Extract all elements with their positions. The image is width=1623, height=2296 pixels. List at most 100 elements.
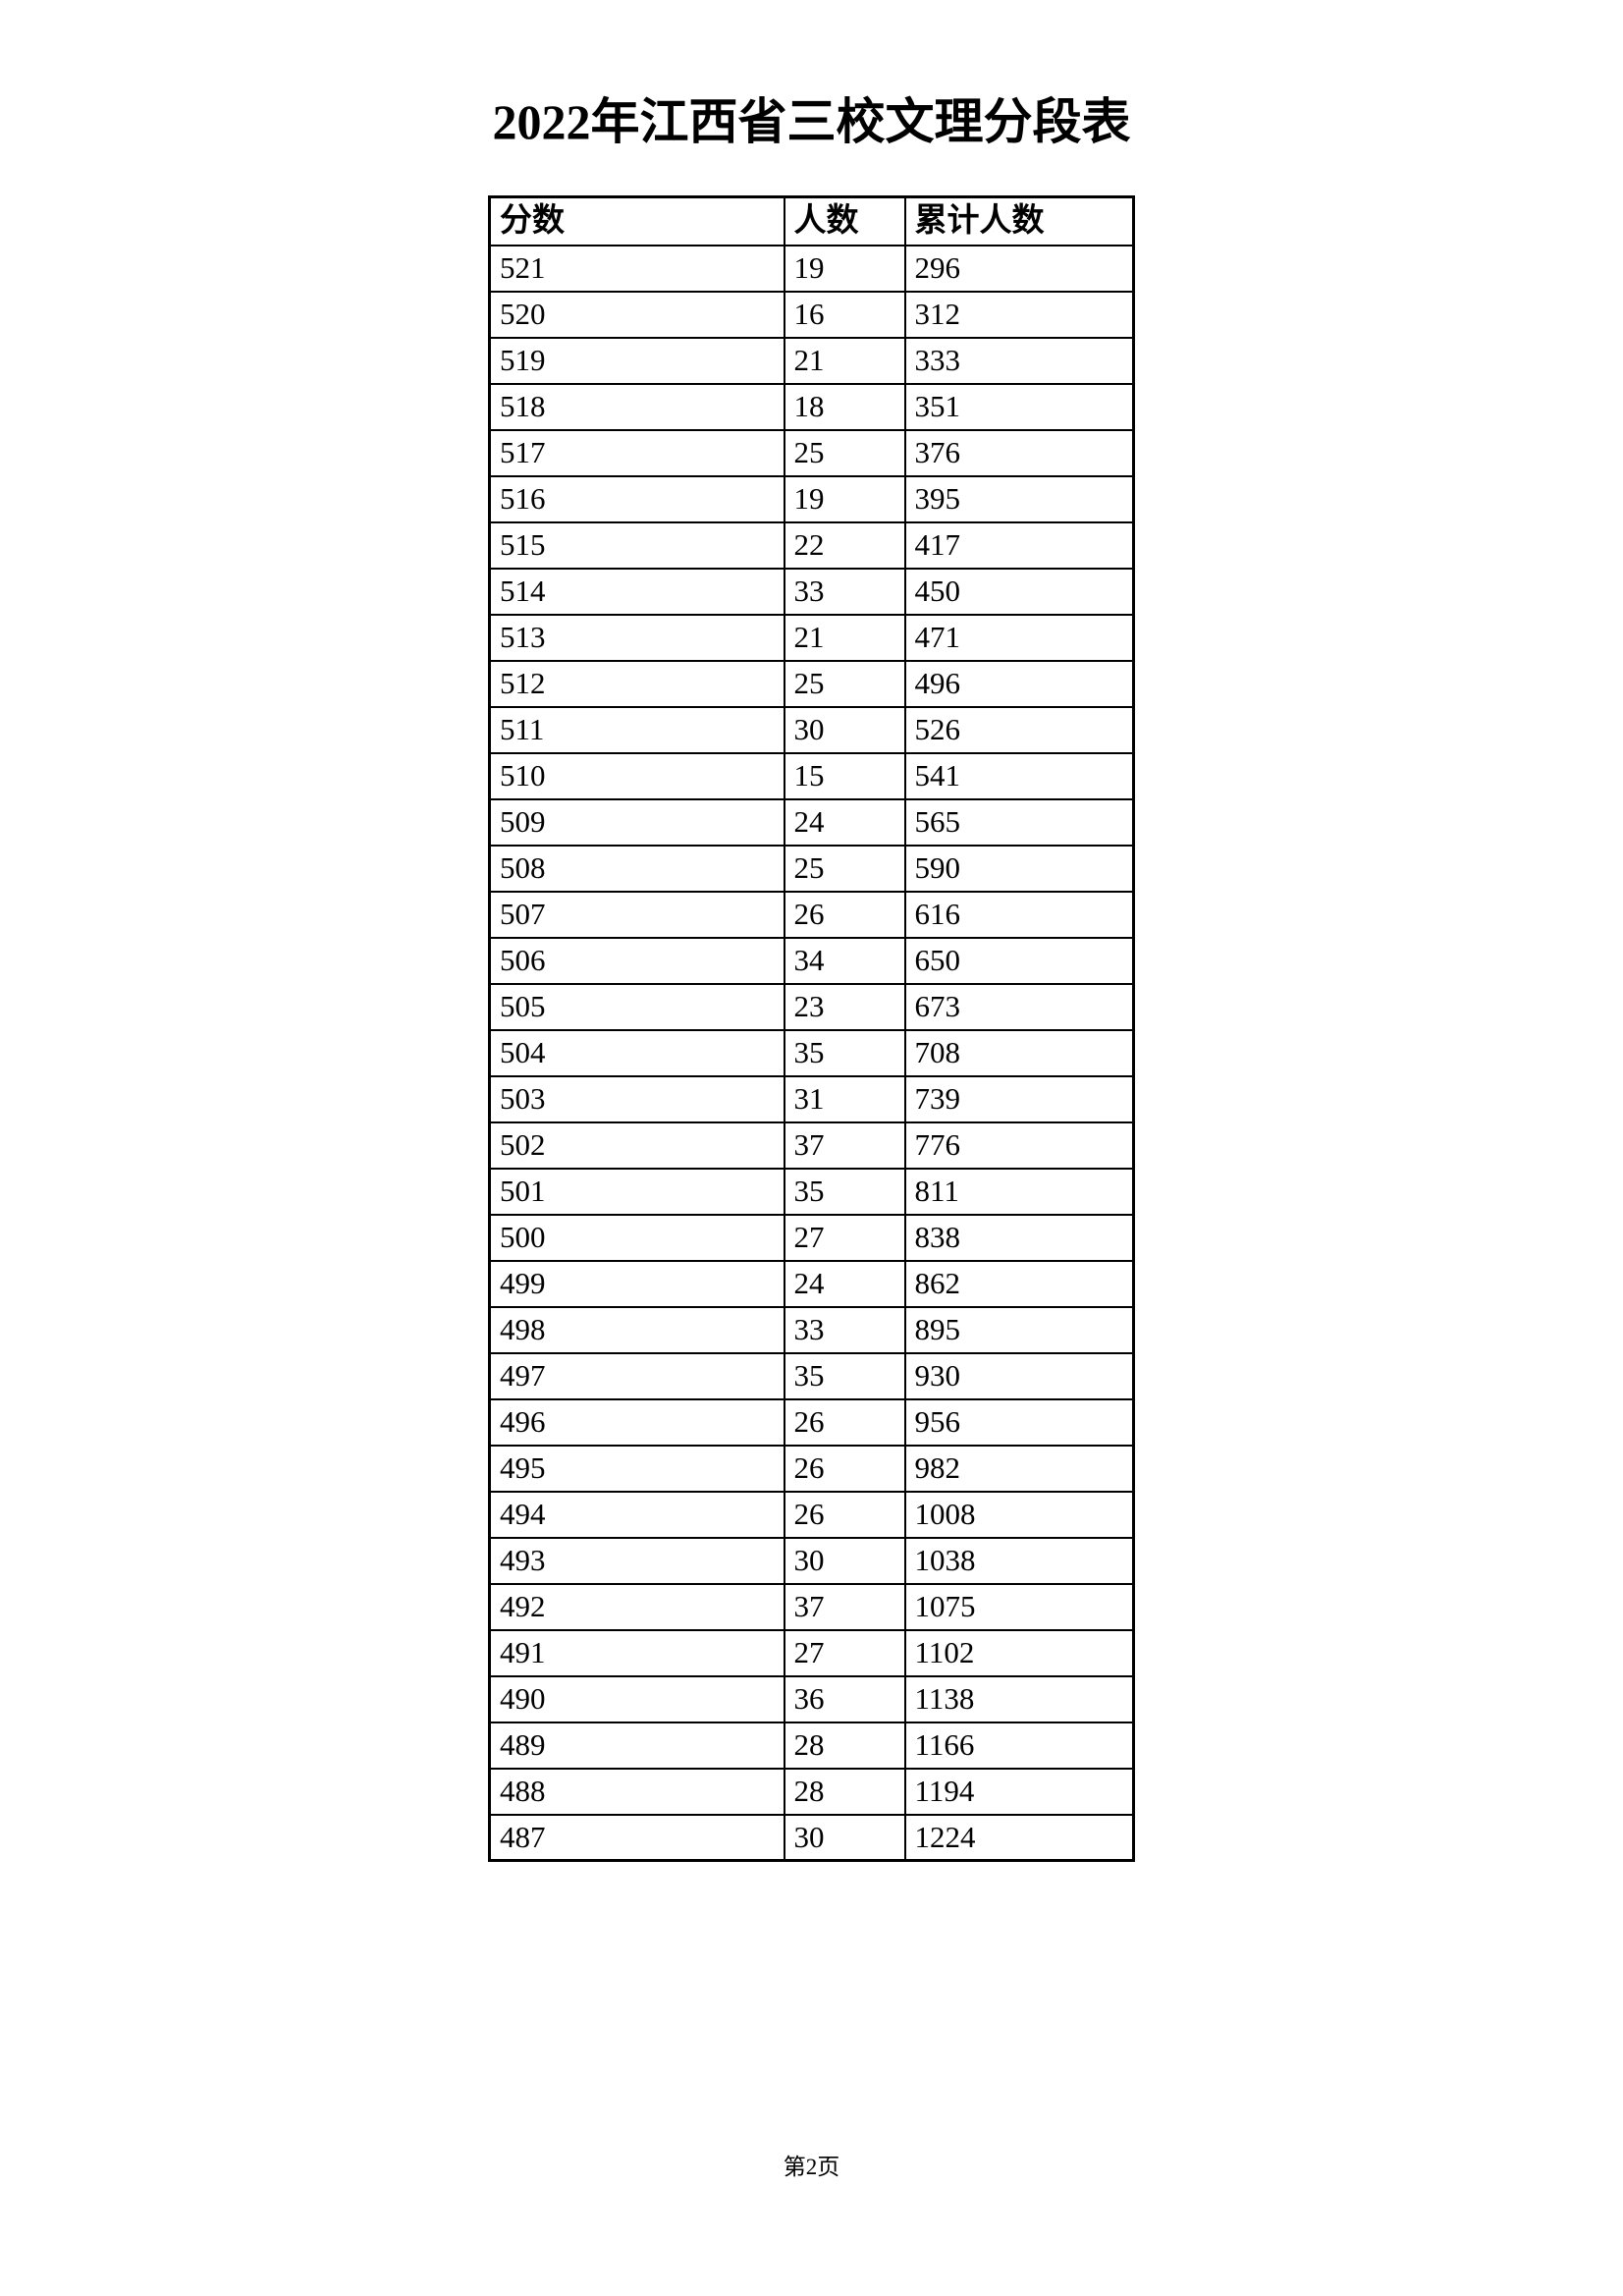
cell-cumulative: 1038: [903, 1536, 1135, 1585]
cell-score: 514: [488, 567, 785, 616]
cell-count: 25: [783, 428, 906, 477]
cell-count: 33: [783, 567, 906, 616]
cell-count: 21: [783, 613, 906, 662]
cell-count: 24: [783, 1259, 906, 1308]
cell-count: 28: [783, 1767, 906, 1816]
cell-cumulative: 590: [903, 844, 1135, 893]
cell-score: 501: [488, 1167, 785, 1216]
table-row: 495 26 982: [488, 1444, 1135, 1493]
cell-score: 505: [488, 982, 785, 1031]
cell-count: 26: [783, 890, 906, 939]
cell-cumulative: 1166: [903, 1721, 1135, 1770]
table-row: 488 28 1194: [488, 1767, 1135, 1816]
cell-cumulative: 616: [903, 890, 1135, 939]
cell-cumulative: 471: [903, 613, 1135, 662]
cell-score: 492: [488, 1582, 785, 1631]
cell-count: 31: [783, 1074, 906, 1123]
table-row: 501 35 811: [488, 1167, 1135, 1216]
table-header: 分数 人数 累计人数: [488, 195, 1135, 246]
cell-score: 507: [488, 890, 785, 939]
cell-cumulative: 333: [903, 336, 1135, 385]
cell-count: 18: [783, 382, 906, 431]
cell-count: 26: [783, 1444, 906, 1493]
table-row: 514 33 450: [488, 567, 1135, 616]
table-row: 502 37 776: [488, 1121, 1135, 1170]
cell-cumulative: 838: [903, 1213, 1135, 1262]
cell-count: 15: [783, 751, 906, 800]
table-row: 510 15 541: [488, 751, 1135, 800]
cell-cumulative: 1008: [903, 1490, 1135, 1539]
cell-count: 24: [783, 797, 906, 847]
cell-cumulative: 1194: [903, 1767, 1135, 1816]
cell-cumulative: 930: [903, 1351, 1135, 1400]
table-row: 498 33 895: [488, 1305, 1135, 1354]
cell-score: 521: [488, 244, 785, 293]
table-row: 505 23 673: [488, 982, 1135, 1031]
cell-cumulative: 496: [903, 659, 1135, 708]
cell-score: 504: [488, 1028, 785, 1077]
cell-score: 499: [488, 1259, 785, 1308]
cell-score: 509: [488, 797, 785, 847]
cell-cumulative: 395: [903, 474, 1135, 523]
table-row: 513 21 471: [488, 613, 1135, 662]
cell-cumulative: 351: [903, 382, 1135, 431]
table-row: 503 31 739: [488, 1074, 1135, 1123]
cell-score: 516: [488, 474, 785, 523]
table-row: 497 35 930: [488, 1351, 1135, 1400]
cell-cumulative: 417: [903, 520, 1135, 570]
cell-cumulative: 1075: [903, 1582, 1135, 1631]
table-row: 499 24 862: [488, 1259, 1135, 1308]
table-row: 512 25 496: [488, 659, 1135, 708]
column-header-cumulative: 累计人数: [903, 195, 1135, 246]
cell-count: 26: [783, 1397, 906, 1447]
cell-count: 25: [783, 659, 906, 708]
cell-count: 36: [783, 1674, 906, 1723]
table-row: 490 36 1138: [488, 1674, 1135, 1723]
cell-score: 493: [488, 1536, 785, 1585]
cell-count: 37: [783, 1121, 906, 1170]
table-row: 496 26 956: [488, 1397, 1135, 1447]
cell-cumulative: 526: [903, 705, 1135, 754]
cell-count: 16: [783, 290, 906, 339]
cell-cumulative: 673: [903, 982, 1135, 1031]
table-row: 521 19 296: [488, 244, 1135, 293]
table-row: 508 25 590: [488, 844, 1135, 893]
cell-score: 500: [488, 1213, 785, 1262]
cell-count: 19: [783, 474, 906, 523]
table-row: 509 24 565: [488, 797, 1135, 847]
cell-count: 28: [783, 1721, 906, 1770]
column-header-count: 人数: [783, 195, 906, 246]
cell-score: 502: [488, 1121, 785, 1170]
cell-score: 520: [488, 290, 785, 339]
cell-count: 34: [783, 936, 906, 985]
cell-cumulative: 1102: [903, 1628, 1135, 1677]
cell-score: 498: [488, 1305, 785, 1354]
cell-cumulative: 982: [903, 1444, 1135, 1493]
cell-score: 503: [488, 1074, 785, 1123]
score-distribution-table-container: 分数 人数 累计人数 521 19 296 520 16 312 519 21 333 518 18…: [488, 195, 1135, 1862]
table-row: 506 34 650: [488, 936, 1135, 985]
table-header-row: 分数 人数 累计人数: [488, 195, 1135, 246]
cell-score: 512: [488, 659, 785, 708]
cell-count: 21: [783, 336, 906, 385]
table-body: 521 19 296 520 16 312 519 21 333 518 18 351 517 25 376…: [488, 244, 1135, 1862]
cell-cumulative: 776: [903, 1121, 1135, 1170]
cell-count: 27: [783, 1213, 906, 1262]
cell-count: 35: [783, 1351, 906, 1400]
cell-score: 508: [488, 844, 785, 893]
table-row: 489 28 1166: [488, 1721, 1135, 1770]
cell-count: 23: [783, 982, 906, 1031]
page-title: 2022年江西省三校文理分段表: [492, 93, 1131, 149]
cell-count: 22: [783, 520, 906, 570]
cell-cumulative: 650: [903, 936, 1135, 985]
cell-cumulative: 450: [903, 567, 1135, 616]
cell-count: 30: [783, 1536, 906, 1585]
cell-score: 490: [488, 1674, 785, 1723]
cell-score: 517: [488, 428, 785, 477]
cell-count: 26: [783, 1490, 906, 1539]
cell-score: 518: [488, 382, 785, 431]
table-row: 517 25 376: [488, 428, 1135, 477]
cell-score: 515: [488, 520, 785, 570]
table-row: 494 26 1008: [488, 1490, 1135, 1539]
